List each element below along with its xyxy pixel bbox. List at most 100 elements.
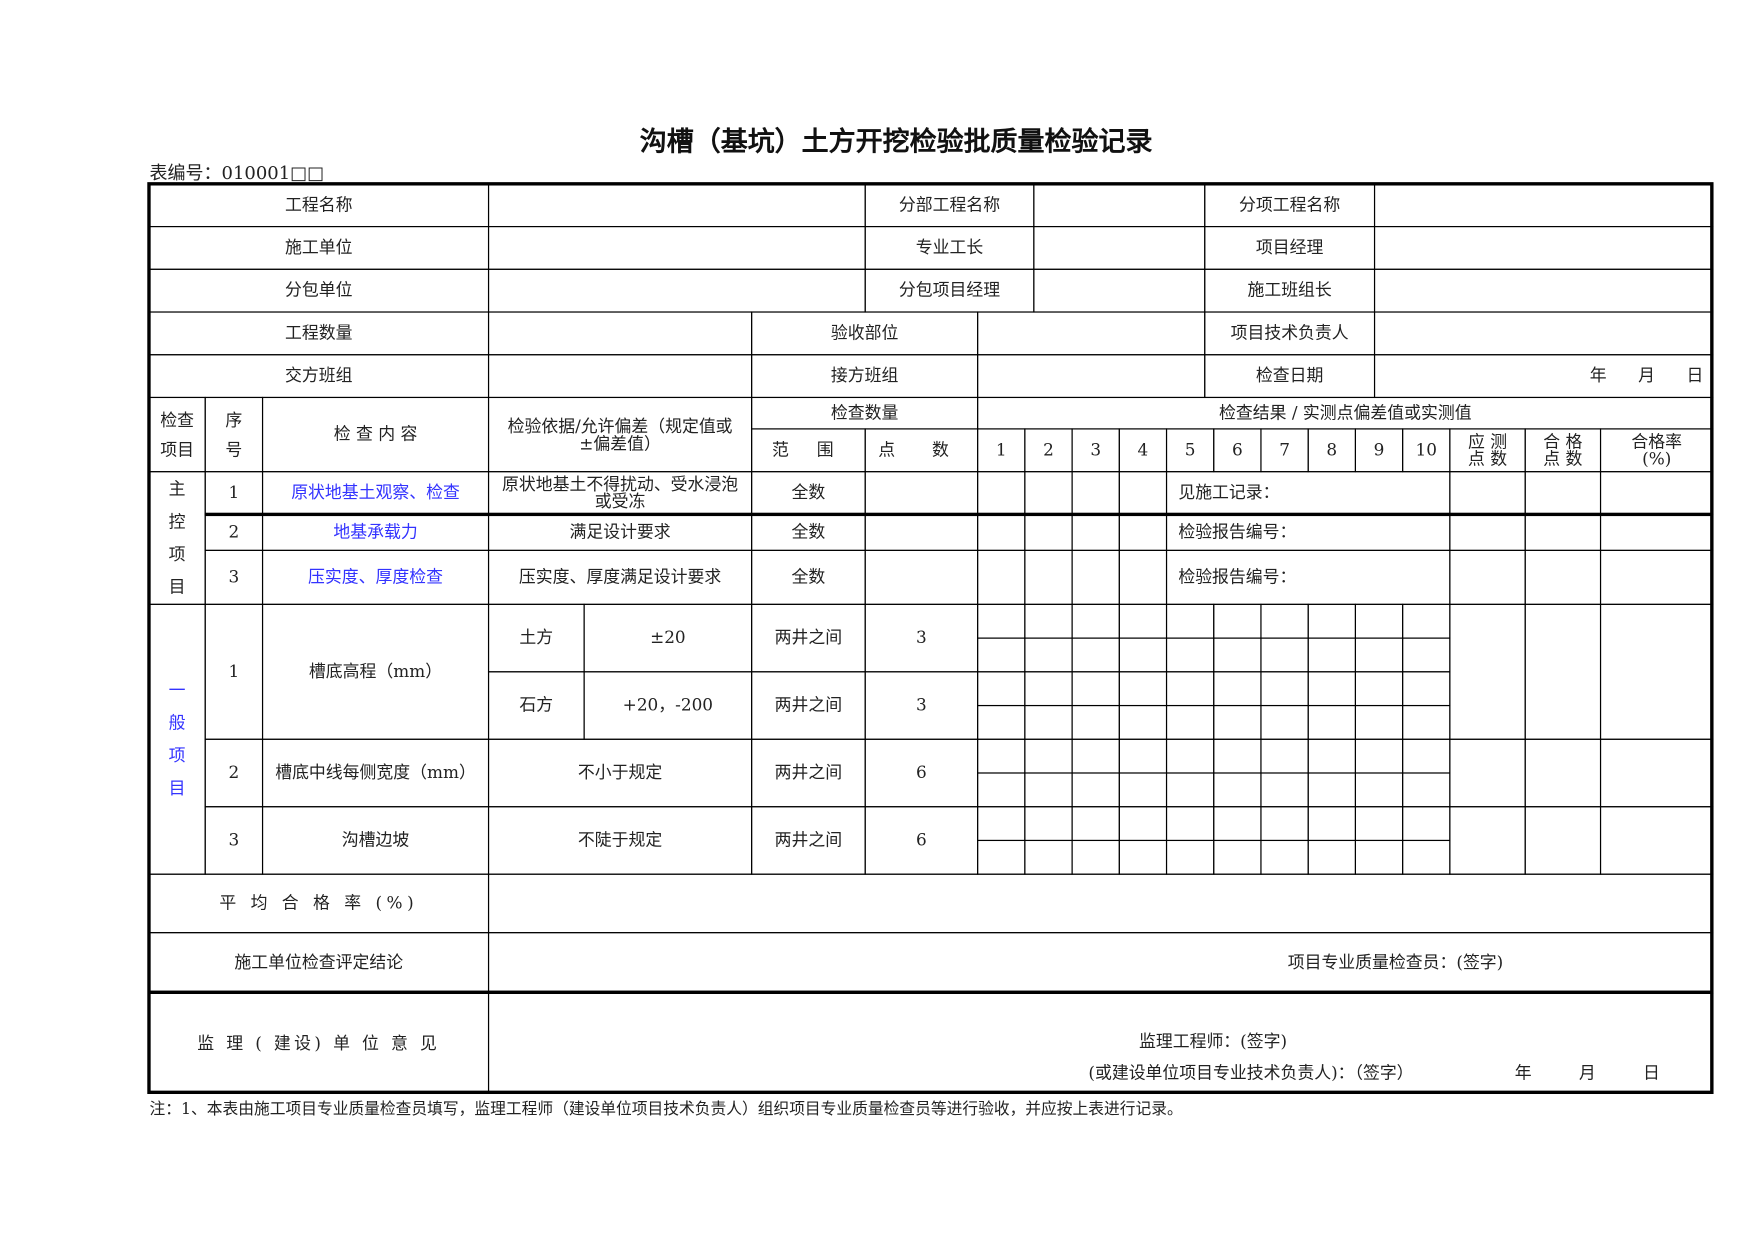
result-cell[interactable] bbox=[1024, 549, 1073, 605]
result-cell[interactable] bbox=[1402, 671, 1451, 707]
result-cell[interactable] bbox=[1354, 637, 1404, 673]
result-cell[interactable] bbox=[977, 603, 1026, 639]
result-cell[interactable] bbox=[1118, 704, 1168, 740]
result-cell[interactable] bbox=[1118, 513, 1168, 551]
result-cell[interactable] bbox=[1307, 772, 1356, 808]
result-cell[interactable] bbox=[1024, 471, 1073, 515]
result-cell[interactable] bbox=[1307, 738, 1356, 774]
result-cell[interactable] bbox=[1402, 806, 1451, 842]
result-cell[interactable] bbox=[1071, 549, 1120, 605]
result-cell[interactable] bbox=[977, 637, 1026, 673]
result-cell[interactable] bbox=[1024, 738, 1073, 774]
pass-rate-cell[interactable] bbox=[1599, 603, 1714, 740]
result-cell[interactable] bbox=[977, 704, 1026, 740]
supervision-field[interactable]: 监理工程师：(签字) (或建设单位项目专业技术负责人)：（签字） 年 月 日 bbox=[487, 992, 1714, 1095]
result-cell[interactable] bbox=[1071, 738, 1120, 774]
handover-team-field[interactable] bbox=[487, 354, 753, 399]
result-cell[interactable] bbox=[1024, 671, 1073, 707]
result-cell[interactable] bbox=[1071, 513, 1120, 551]
result-cell[interactable] bbox=[1260, 806, 1309, 842]
result-cell[interactable] bbox=[977, 549, 1026, 605]
result-cell[interactable] bbox=[1118, 738, 1168, 774]
result-cell[interactable] bbox=[977, 772, 1026, 808]
result-cell[interactable] bbox=[1118, 637, 1168, 673]
result-cell[interactable] bbox=[1071, 806, 1120, 842]
result-cell[interactable] bbox=[1354, 738, 1404, 774]
result-cell[interactable] bbox=[1071, 471, 1120, 515]
result-cell[interactable] bbox=[1260, 704, 1309, 740]
result-cell[interactable] bbox=[1071, 603, 1120, 639]
result-cell[interactable] bbox=[1213, 738, 1262, 774]
result-cell[interactable] bbox=[1260, 772, 1309, 808]
result-cell[interactable] bbox=[1213, 772, 1262, 808]
result-cell[interactable] bbox=[1307, 637, 1356, 673]
required-points-cell[interactable] bbox=[1449, 806, 1526, 875]
required-points-cell[interactable] bbox=[1449, 471, 1526, 515]
result-cell[interactable] bbox=[1024, 637, 1073, 673]
required-points-cell[interactable] bbox=[1449, 549, 1526, 605]
pass-rate-cell[interactable] bbox=[1599, 549, 1714, 605]
result-cell[interactable] bbox=[1024, 839, 1073, 875]
passed-points-cell[interactable] bbox=[1524, 738, 1602, 808]
team-leader-field[interactable] bbox=[1373, 268, 1714, 313]
result-cell[interactable] bbox=[1213, 806, 1262, 842]
main-item-points[interactable] bbox=[864, 471, 979, 515]
result-cell[interactable] bbox=[977, 806, 1026, 842]
pass-rate-cell[interactable] bbox=[1599, 806, 1714, 875]
required-points-cell[interactable] bbox=[1449, 738, 1526, 808]
result-cell[interactable] bbox=[1071, 637, 1120, 673]
result-cell[interactable] bbox=[1260, 671, 1309, 707]
required-points-cell[interactable] bbox=[1449, 513, 1526, 551]
result-cell[interactable] bbox=[1354, 704, 1404, 740]
result-cell[interactable] bbox=[1165, 704, 1215, 740]
pass-rate-cell[interactable] bbox=[1599, 513, 1714, 551]
result-cell[interactable] bbox=[1307, 839, 1356, 875]
result-cell[interactable] bbox=[1260, 738, 1309, 774]
main-item-content[interactable]: 压实度、厚度检查 bbox=[261, 549, 490, 605]
result-cell[interactable] bbox=[1213, 839, 1262, 875]
tech-lead-field[interactable] bbox=[1373, 311, 1714, 356]
result-cell[interactable] bbox=[1024, 806, 1073, 842]
main-item-content[interactable]: 原状地基土观察、检查 bbox=[261, 471, 490, 515]
result-cell[interactable] bbox=[1354, 603, 1404, 639]
result-cell[interactable] bbox=[1118, 471, 1168, 515]
sub-division-name-field[interactable] bbox=[1033, 183, 1206, 228]
result-cell[interactable] bbox=[1118, 671, 1168, 707]
main-item-note[interactable]: 检验报告编号： bbox=[1165, 549, 1451, 605]
result-cell[interactable] bbox=[1354, 806, 1404, 842]
result-cell[interactable] bbox=[1307, 671, 1356, 707]
passed-points-cell[interactable] bbox=[1524, 471, 1602, 515]
result-cell[interactable] bbox=[1213, 704, 1262, 740]
pass-rate-cell[interactable] bbox=[1599, 738, 1714, 808]
result-cell[interactable] bbox=[1402, 637, 1451, 673]
result-cell[interactable] bbox=[1118, 772, 1168, 808]
foreman-field[interactable] bbox=[1033, 225, 1206, 270]
result-cell[interactable] bbox=[1307, 704, 1356, 740]
result-cell[interactable] bbox=[1354, 772, 1404, 808]
quantity-field[interactable] bbox=[487, 311, 753, 356]
result-cell[interactable] bbox=[1071, 704, 1120, 740]
result-cell[interactable] bbox=[1354, 839, 1404, 875]
result-cell[interactable] bbox=[977, 471, 1026, 515]
conclusion-field[interactable]: 项目专业质量检查员：(签字) bbox=[487, 932, 1714, 994]
passed-points-cell[interactable] bbox=[1524, 603, 1602, 740]
result-cell[interactable] bbox=[1118, 603, 1168, 639]
main-item-points[interactable] bbox=[864, 549, 979, 605]
result-cell[interactable] bbox=[1118, 839, 1168, 875]
result-cell[interactable] bbox=[1165, 738, 1215, 774]
inspection-date-field[interactable]: 年月日 bbox=[1373, 354, 1714, 399]
result-cell[interactable] bbox=[1354, 671, 1404, 707]
result-cell[interactable] bbox=[1165, 603, 1215, 639]
required-points-cell[interactable] bbox=[1449, 603, 1526, 740]
result-cell[interactable] bbox=[1071, 671, 1120, 707]
result-cell[interactable] bbox=[1024, 772, 1073, 808]
result-cell[interactable] bbox=[1071, 839, 1120, 875]
result-cell[interactable] bbox=[1024, 704, 1073, 740]
result-cell[interactable] bbox=[977, 513, 1026, 551]
result-cell[interactable] bbox=[977, 839, 1026, 875]
subcontractor-field[interactable] bbox=[487, 268, 866, 313]
passed-points-cell[interactable] bbox=[1524, 806, 1602, 875]
main-item-points[interactable] bbox=[864, 513, 979, 551]
result-cell[interactable] bbox=[1118, 806, 1168, 842]
result-cell[interactable] bbox=[1165, 772, 1215, 808]
